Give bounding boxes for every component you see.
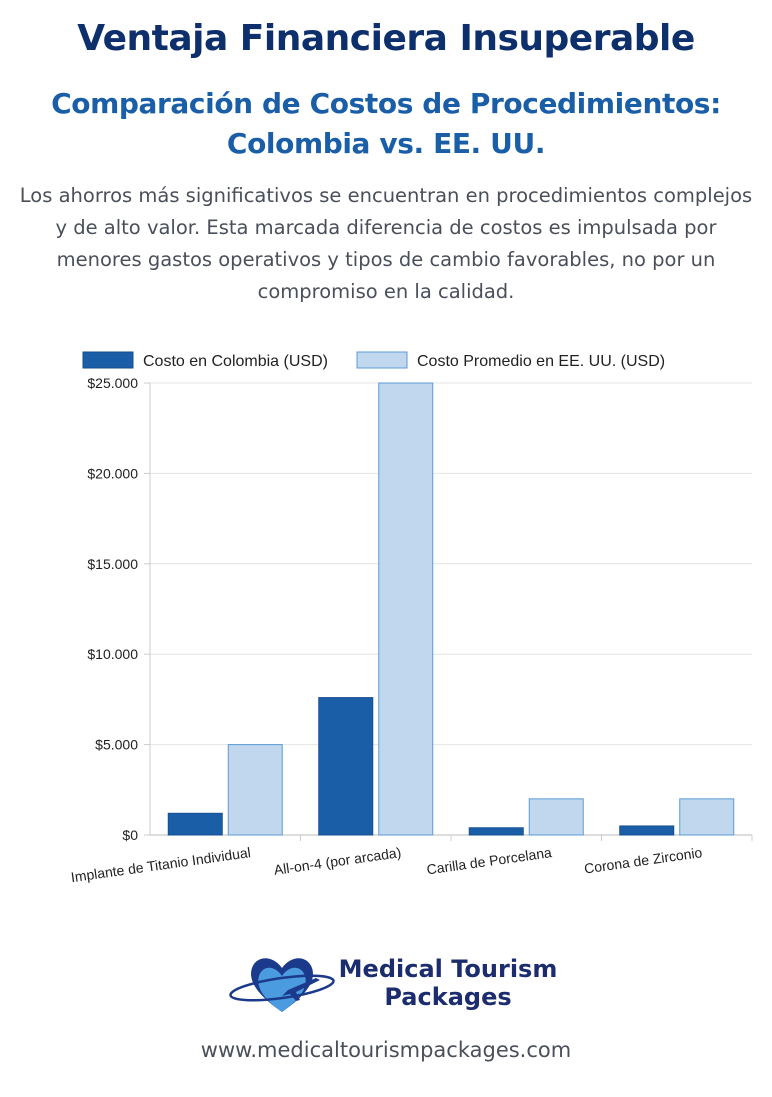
legend-swatch-0 (82, 351, 134, 369)
bar-0-1 (318, 697, 374, 836)
y-tick-label-5: $25.000 (87, 375, 138, 391)
bar-0-2 (468, 827, 524, 836)
brand-name: Medical Tourism Packages (338, 955, 558, 1011)
page-subtitle: Comparación de Costos de Procedimientos:… (51, 87, 721, 160)
x-tick-label-2: Carilla de Porcelana (426, 844, 553, 877)
bar-0-3 (619, 825, 675, 836)
heart-airplane-icon (229, 958, 335, 1012)
y-tick-label-1: $5.000 (95, 737, 138, 753)
bar-1-1 (378, 382, 434, 836)
x-tick-label-1: All-on-4 (por arcada) (273, 844, 402, 878)
y-tick-label-3: $15.000 (87, 556, 138, 572)
x-tick-label-0: Implante de Titanio Individual (70, 844, 252, 885)
y-tick-label-4: $20.000 (87, 465, 138, 481)
bar-1-2 (528, 798, 584, 836)
bar-1-0 (227, 744, 283, 836)
y-tick-label-2: $10.000 (87, 646, 138, 662)
legend-label-1: Costo Promedio en EE. UU. (USD) (417, 353, 665, 370)
y-tick-label-0: $0 (122, 827, 138, 843)
bar-0-0 (167, 812, 223, 836)
legend-swatch-1 (356, 351, 408, 369)
brand-line-1: Medical Tourism (338, 955, 558, 983)
legend-label-0: Costo en Colombia (USD) (143, 353, 328, 370)
brand-line-2: Packages (384, 983, 512, 1011)
website-url: www.medicaltourismpackages.com (200, 1038, 572, 1062)
bar-1-3 (679, 798, 735, 836)
description-text: Los ahorros más significativos se encuen… (19, 184, 753, 303)
bar-chart: Costo en Colombia (USD) Costo Promedio en… (70, 351, 753, 885)
x-tick-label-3: Corona de Zirconio (583, 844, 703, 876)
page-title: Ventaja Financiera Insuperable (77, 18, 695, 59)
